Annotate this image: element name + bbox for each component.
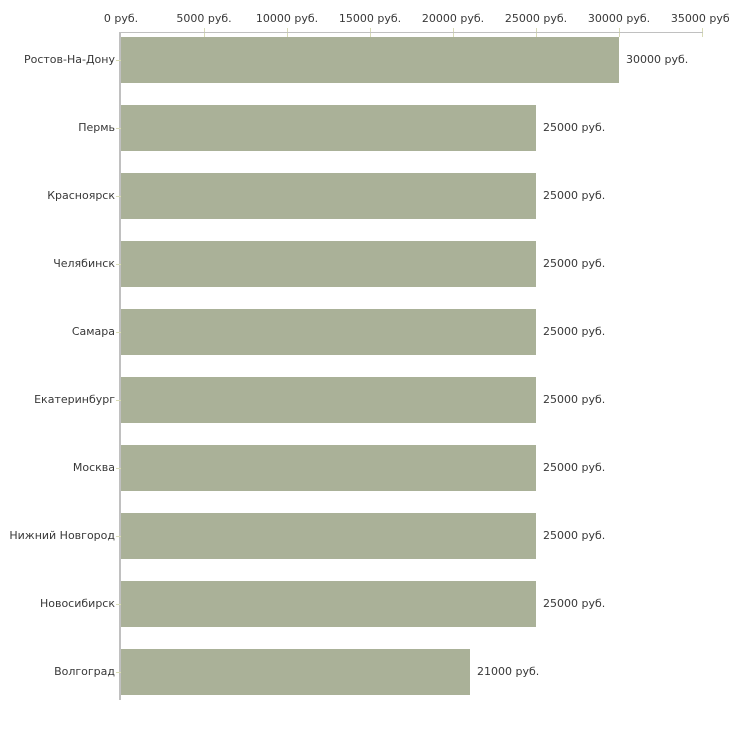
value-label: 25000 руб. xyxy=(543,597,606,610)
value-label: 25000 руб. xyxy=(543,257,606,270)
value-label: 25000 руб. xyxy=(543,325,606,338)
value-label: 25000 руб. xyxy=(543,393,606,406)
category-tick-mark xyxy=(116,128,121,129)
bar xyxy=(121,377,536,423)
x-axis-tick-label: 25000 руб. xyxy=(504,12,568,25)
x-axis-tick-label: 30000 руб. xyxy=(587,12,651,25)
category-tick-mark xyxy=(116,468,121,469)
value-label: 25000 руб. xyxy=(543,461,606,474)
x-axis-tick-label: 35000 руб. xyxy=(670,12,730,25)
category-label: Пермь xyxy=(78,121,115,134)
category-label: Красноярск xyxy=(47,189,115,202)
category-tick-mark xyxy=(116,604,121,605)
category-tick-mark xyxy=(116,332,121,333)
bar xyxy=(121,513,536,559)
category-label: Нижний Новгород xyxy=(9,529,115,542)
bar xyxy=(121,37,619,83)
category-label: Ростов-На-Дону xyxy=(23,53,115,66)
category-label: Новосибирск xyxy=(39,597,115,610)
x-axis-tick-label: 10000 руб. xyxy=(255,12,319,25)
bar xyxy=(121,105,536,151)
category-label: Москва xyxy=(72,461,115,474)
value-label: 25000 руб. xyxy=(543,121,606,134)
x-axis-tick-label: 20000 руб. xyxy=(421,12,485,25)
category-tick-mark xyxy=(116,672,121,673)
category-tick-mark xyxy=(116,196,121,197)
value-label: 30000 руб. xyxy=(626,53,689,66)
x-axis-tick-label: 0 руб. xyxy=(103,12,139,25)
category-label: Самара xyxy=(71,325,115,338)
bar xyxy=(121,445,536,491)
value-label: 25000 руб. xyxy=(543,529,606,542)
category-label: Екатеринбург xyxy=(34,393,115,406)
y-axis-line xyxy=(119,32,121,700)
bar xyxy=(121,173,536,219)
x-axis-tick-label: 15000 руб. xyxy=(338,12,402,25)
category-tick-mark xyxy=(116,536,121,537)
x-axis-line xyxy=(121,32,703,33)
bar xyxy=(121,581,536,627)
bar xyxy=(121,649,470,695)
category-tick-mark xyxy=(116,264,121,265)
value-label: 25000 руб. xyxy=(543,189,606,202)
bar xyxy=(121,309,536,355)
category-tick-mark xyxy=(116,400,121,401)
category-tick-mark xyxy=(116,60,121,61)
category-label: Волгоград xyxy=(54,665,115,678)
category-label: Челябинск xyxy=(53,257,115,270)
value-label: 21000 руб. xyxy=(477,665,540,678)
bar xyxy=(121,241,536,287)
x-axis-tick-label: 5000 руб. xyxy=(176,12,232,25)
